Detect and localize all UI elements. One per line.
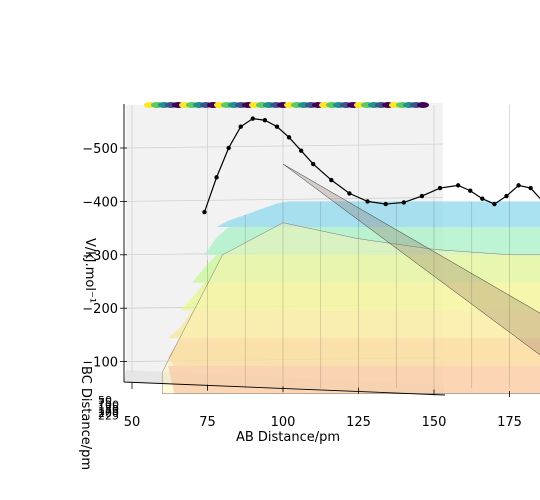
trajectory-point	[250, 116, 255, 121]
z-tick-labels: −500 −400 −300 −200 −100	[82, 142, 127, 371]
y-tick-label: 225	[98, 409, 119, 422]
trajectory-point	[383, 201, 388, 207]
surface-band	[168, 365, 540, 394]
trajectory-point	[528, 185, 533, 191]
y-tick-label: 200	[98, 407, 119, 420]
trajectory-point	[226, 145, 231, 151]
trajectory-point	[455, 183, 461, 188]
trajectory-point	[347, 191, 352, 196]
y-tick-label: 175	[98, 405, 119, 418]
energy-surface	[161, 163, 540, 394]
surface-band	[168, 282, 540, 311]
surface-band	[168, 201, 540, 228]
axes	[123, 104, 446, 396]
y-tick-label: 75	[98, 396, 112, 409]
trajectory-point	[437, 185, 443, 191]
trajectory-point	[401, 200, 406, 205]
contour-strip	[144, 102, 429, 108]
y-tick-label: 100	[98, 398, 119, 411]
y-tick-label: 150	[98, 403, 119, 416]
x-axis-label: AB Distance/pm	[236, 430, 340, 445]
trajectory-point	[468, 188, 473, 193]
trajectory-point	[365, 199, 370, 204]
surface-band	[168, 254, 540, 283]
trajectory-point	[329, 177, 334, 183]
trajectory-point	[286, 135, 292, 140]
x-axis-line	[123, 381, 446, 396]
y-tick-label: 50	[98, 394, 112, 407]
x-tick-label: 100	[271, 415, 296, 430]
trajectory-point	[480, 196, 485, 201]
x-tick-label: 50	[124, 415, 141, 430]
z-axis-label: V/kJ.mol⁻¹	[82, 238, 97, 303]
y-tick-label: 125	[98, 401, 119, 414]
trajectory-point	[238, 124, 243, 129]
trajectory-point	[516, 183, 521, 188]
trajectory-point	[298, 148, 304, 153]
trajectory-point	[311, 161, 316, 167]
x-tick-label: 75	[199, 415, 216, 430]
surface-band	[168, 227, 540, 255]
contour-mark	[417, 102, 429, 108]
trajectory-point	[262, 118, 268, 123]
z-tick-label: −200	[82, 302, 118, 317]
surface-inner-sheet	[161, 222, 540, 394]
grid-line-z	[125, 143, 444, 149]
x-tick-label: 175	[497, 415, 522, 430]
trajectory-point	[274, 124, 280, 129]
trajectory-point	[419, 193, 425, 199]
y-axis-label: BC Distance/pm	[78, 366, 93, 470]
x-tick-label: 125	[346, 415, 371, 430]
surface-band	[168, 310, 540, 339]
x-tick-label: 150	[422, 415, 447, 430]
z-tick-label: −100	[82, 356, 118, 371]
surface-band	[168, 338, 540, 366]
z-tick-label: −300	[82, 249, 118, 264]
trajectory-point	[202, 209, 207, 215]
trajectory-point	[492, 201, 497, 207]
trajectory-series	[202, 116, 540, 215]
surface-wedge	[282, 163, 540, 356]
trajectory-point	[214, 175, 219, 180]
z-tick-label: −500	[82, 142, 118, 157]
trajectory-point	[504, 193, 509, 199]
z-tick-label: −400	[82, 195, 118, 210]
grid-line-z	[125, 197, 444, 202]
